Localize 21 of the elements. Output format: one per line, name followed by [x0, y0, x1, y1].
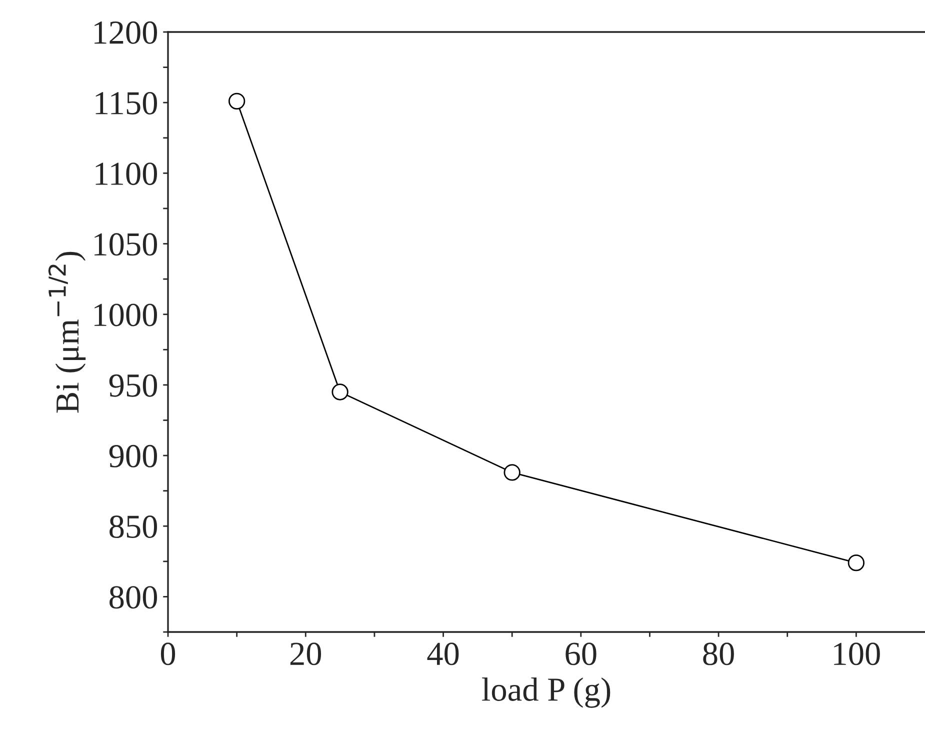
x-tick-label: 60	[566, 642, 596, 666]
y-tick-label: 1000	[94, 304, 158, 326]
point	[228, 92, 246, 110]
y-tick-label: 900	[109, 444, 158, 468]
y-tick-label: 1100	[96, 162, 158, 186]
y-tick-label: 1150	[96, 92, 158, 114]
x-tick-label: 100	[834, 642, 880, 666]
x-tick-label: 40	[427, 642, 459, 666]
x-tick-label: 0	[160, 642, 176, 666]
y-tick-label: 1050	[94, 233, 158, 256]
point	[848, 554, 865, 572]
y-tick-label: 950	[109, 374, 158, 397]
point	[504, 464, 520, 481]
x-tick-label: 20	[290, 642, 322, 666]
x-tick-label: 80	[703, 642, 734, 666]
y-tick-label: 800	[110, 586, 158, 609]
point	[332, 384, 348, 400]
y-tick-label: 850	[110, 516, 158, 538]
y-tick-label: 1200	[94, 21, 158, 44]
y-axis-title: Bi (μm$^{−1/2}$)	[48, 252, 86, 413]
x-axis-title: load P (g)	[482, 678, 610, 708]
